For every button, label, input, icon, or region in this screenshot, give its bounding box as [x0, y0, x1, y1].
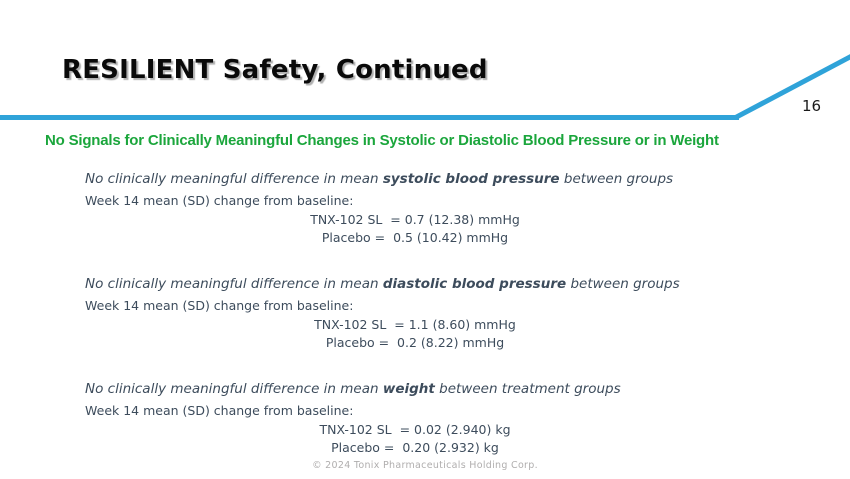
section-diastolic-bp: No clinically meaningful difference in m…: [85, 276, 745, 352]
slide-subtitle: No Signals for Clinically Meaningful Cha…: [45, 132, 719, 149]
lead-suffix: between groups: [559, 171, 674, 187]
page-number: 16: [802, 97, 822, 115]
lead-bold-term: weight: [382, 381, 435, 397]
lead-suffix: between treatment groups: [434, 381, 621, 397]
lead-sentence: No clinically meaningful difference in m…: [85, 276, 745, 293]
tnx-value-line: TNX-102 SL = 0.7 (12.38) mmHg: [310, 212, 520, 227]
accent-line-horizontal: [0, 115, 739, 120]
footer-copyright: © 2024 Tonix Pharmaceuticals Holding Cor…: [312, 460, 538, 471]
lead-suffix: between groups: [566, 276, 680, 292]
lead-prefix: No clinically meaningful difference in m…: [85, 276, 383, 292]
lead-sentence: No clinically meaningful difference in m…: [85, 381, 745, 398]
placebo-value-line: Placebo = 0.5 (10.42) mmHg: [321, 230, 509, 245]
accent-line-diagonal: [735, 53, 850, 120]
baseline-label: Week 14 mean (SD) change from baseline:: [85, 403, 354, 418]
tnx-value-line: TNX-102 SL = 0.02 (2.940) kg: [319, 422, 511, 437]
slide-title: RESILIENT Safety, Continued: [62, 55, 488, 85]
placebo-value-line: Placebo = 0.20 (2.932) kg: [331, 440, 499, 455]
section-systolic-bp: No clinically meaningful difference in m…: [85, 171, 745, 247]
lead-sentence: No clinically meaningful difference in m…: [85, 171, 745, 188]
lead-bold-term: systolic blood pressure: [382, 171, 560, 187]
lead-bold-term: diastolic blood pressure: [382, 276, 567, 292]
baseline-label: Week 14 mean (SD) change from baseline:: [85, 193, 354, 208]
lead-prefix: No clinically meaningful difference in m…: [85, 381, 383, 397]
lead-prefix: No clinically meaningful difference in m…: [85, 171, 383, 187]
baseline-label: Week 14 mean (SD) change from baseline:: [85, 298, 354, 313]
section-weight: No clinically meaningful difference in m…: [85, 381, 745, 457]
placebo-value-line: Placebo = 0.2 (8.22) mmHg: [325, 335, 505, 350]
tnx-value-line: TNX-102 SL = 1.1 (8.60) mmHg: [314, 317, 516, 332]
